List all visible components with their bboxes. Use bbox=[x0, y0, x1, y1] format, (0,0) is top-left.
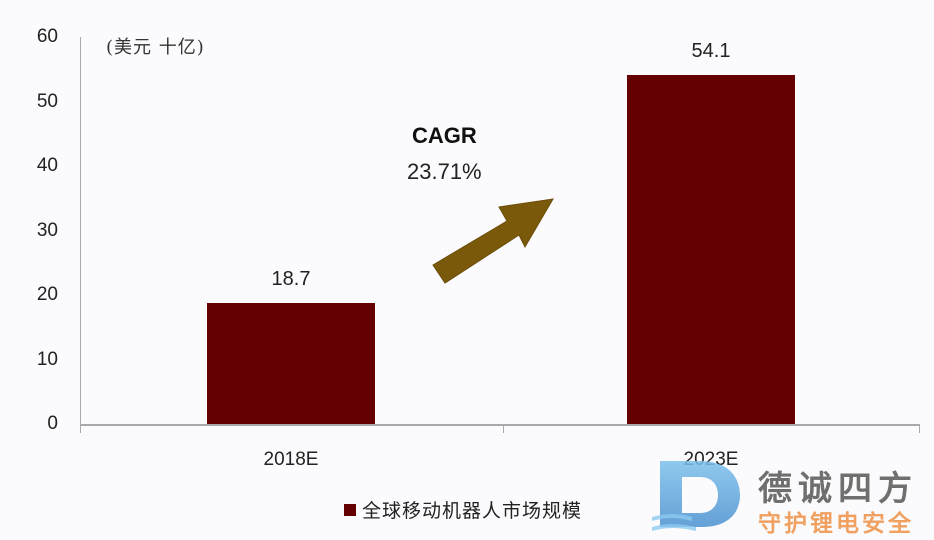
legend-label: 全球移动机器人市场规模 bbox=[362, 500, 583, 522]
bar-value-label-2023e: 54.1 bbox=[691, 40, 731, 62]
y-tick-20: 20 bbox=[36, 284, 58, 305]
y-axis-line bbox=[80, 37, 81, 425]
x-axis-tick bbox=[919, 424, 920, 433]
unit-label: (美元 十亿) bbox=[106, 37, 205, 58]
cagr-value: 23.71% bbox=[407, 159, 482, 184]
watermark-brand-text: 德诚四方 bbox=[758, 470, 918, 508]
bar-2023e bbox=[627, 75, 795, 424]
legend: 全球移动机器人市场规模 bbox=[344, 496, 582, 523]
legend-swatch bbox=[344, 503, 356, 516]
x-category-label-2018e: 2018E bbox=[263, 449, 319, 470]
y-tick-60: 60 bbox=[36, 26, 58, 47]
bar-2018e bbox=[207, 303, 375, 424]
watermark-logo-icon bbox=[652, 461, 740, 531]
y-tick-10: 10 bbox=[36, 349, 58, 370]
cagr-title: CAGR bbox=[412, 123, 477, 148]
growth-arrow-icon bbox=[432, 198, 554, 284]
x-axis-tick bbox=[503, 424, 504, 433]
y-tick-40: 40 bbox=[36, 155, 58, 176]
x-axis-tick bbox=[80, 424, 81, 433]
y-tick-50: 50 bbox=[36, 91, 58, 112]
x-axis-line bbox=[80, 424, 920, 426]
watermark-slogan-text: 守护锂电安全 bbox=[758, 510, 914, 536]
bar-value-label-2018e: 18.7 bbox=[271, 268, 311, 290]
y-tick-0: 0 bbox=[47, 413, 58, 434]
y-tick-30: 30 bbox=[36, 220, 58, 241]
